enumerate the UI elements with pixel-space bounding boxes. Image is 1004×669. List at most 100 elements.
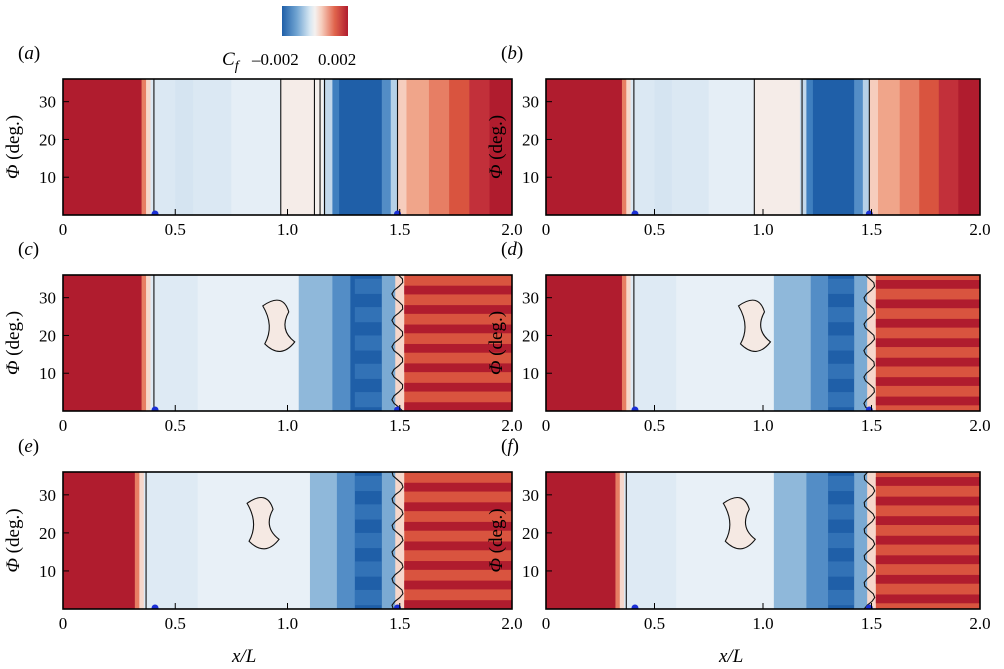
- marker-separation: [631, 604, 639, 609]
- x-tick-label: 1.5: [861, 614, 882, 633]
- cf-band: [773, 472, 807, 609]
- cf-band: [806, 472, 829, 609]
- cf-band: [546, 275, 623, 411]
- y-tick-label: 10: [39, 562, 56, 581]
- cf-band: [63, 472, 136, 609]
- cf-low-patch: [828, 561, 855, 577]
- panel-a: 0 0.5 1.0 1.5 2.0 10 20 30 Φ (deg.) (a): [3, 43, 523, 239]
- cf-streak: [404, 305, 512, 314]
- cf-low-patch: [354, 504, 382, 520]
- x-tick-label: 2.0: [969, 416, 990, 435]
- x-tick-label: 1.0: [752, 614, 773, 633]
- cf-band: [193, 79, 232, 215]
- y-axis-label: Φ (deg.): [486, 311, 507, 375]
- x-tick-label: 0.5: [165, 220, 186, 239]
- y-axis-label: Φ (deg.): [486, 115, 507, 179]
- cf-low-patch: [828, 392, 855, 408]
- cf-band: [938, 79, 959, 215]
- cf-streak: [404, 324, 512, 334]
- cf-band: [141, 275, 147, 411]
- cf-band: [397, 79, 408, 215]
- cf-band: [395, 472, 405, 609]
- cf-band: [624, 472, 677, 609]
- separation-bubble-contour: [262, 299, 296, 352]
- y-tick-label: 30: [522, 486, 539, 505]
- cf-streak: [875, 555, 980, 565]
- y-tick-label: 20: [522, 524, 539, 543]
- cf-band: [406, 79, 430, 215]
- cf-band: [449, 79, 470, 215]
- cf-band: [309, 472, 338, 609]
- cf-band: [899, 79, 920, 215]
- cf-band: [390, 79, 399, 215]
- cf-band: [619, 472, 625, 609]
- cf-band: [630, 275, 677, 411]
- cf-band: [63, 275, 143, 411]
- y-tick-label: 20: [522, 130, 539, 149]
- cf-band: [280, 79, 316, 215]
- cf-low-patch: [354, 278, 382, 294]
- x-tick-label: 1.0: [752, 220, 773, 239]
- cf-band: [615, 472, 621, 609]
- panel-c-field: [63, 275, 512, 411]
- marker-separation: [631, 406, 639, 411]
- x-tick-label: 0: [59, 416, 68, 435]
- x-tick-label: 1.0: [277, 220, 298, 239]
- separation-bubble-contour: [246, 497, 280, 550]
- zero-contour-reattach: [391, 275, 404, 411]
- cf-low-patch: [828, 363, 855, 379]
- cf-streak: [404, 502, 512, 512]
- x-tick-label: 2.0: [501, 220, 522, 239]
- x-tick-label: 2.0: [969, 220, 990, 239]
- cf-band: [469, 79, 491, 215]
- cf-band: [862, 79, 870, 215]
- cf-streak: [404, 600, 512, 609]
- cf-streak: [875, 318, 980, 328]
- colorbar-gradient: [282, 6, 348, 36]
- cf-low-patch: [828, 335, 855, 351]
- cf-band: [175, 79, 194, 215]
- cf-streak: [875, 377, 980, 386]
- cf-streak: [404, 343, 512, 353]
- cf-band: [146, 79, 152, 215]
- x-tick-label: 0: [542, 220, 551, 239]
- y-tick-label: 10: [522, 562, 539, 581]
- cf-band: [428, 79, 450, 215]
- x-tick-label: 1.5: [861, 220, 882, 239]
- cf-band: [381, 275, 396, 411]
- cf-streak: [404, 521, 512, 531]
- cf-band: [626, 79, 632, 215]
- panel-label-c: (c): [18, 239, 39, 260]
- cf-band: [134, 472, 140, 609]
- cf-streak: [875, 299, 980, 309]
- cf-band: [339, 79, 383, 215]
- cf-band: [231, 79, 282, 215]
- y-tick-label: 10: [522, 364, 539, 383]
- cf-streak: [404, 363, 512, 373]
- panel-b: 0 0.5 1.0 1.5 2.0 10 20 30 Φ (deg.) (b): [486, 43, 991, 239]
- cf-streak: [875, 357, 980, 367]
- y-tick-label: 20: [522, 326, 539, 345]
- y-tick-label: 30: [39, 486, 56, 505]
- cf-band: [919, 79, 940, 215]
- colorbar: Cf –0.002 0.002: [222, 6, 356, 74]
- colorbar-tick-max: 0.002: [318, 50, 356, 69]
- cf-band: [139, 472, 145, 609]
- cf-band: [381, 79, 392, 215]
- cf-band: [671, 79, 710, 215]
- cf-band: [63, 79, 143, 215]
- cf-band: [630, 79, 656, 215]
- y-tick-label: 20: [39, 130, 56, 149]
- cf-band: [314, 79, 325, 215]
- cf-low-patch: [354, 475, 382, 492]
- cf-streak: [404, 580, 512, 590]
- y-tick-label: 30: [522, 93, 539, 112]
- y-tick-label: 10: [522, 168, 539, 187]
- x-tick-label: 0.5: [644, 220, 665, 239]
- panel-a-field: [63, 79, 512, 215]
- x-tick-label: 2.0: [501, 416, 522, 435]
- x-tick-label: 1.5: [389, 220, 410, 239]
- cf-band: [395, 275, 405, 411]
- cf-band: [854, 472, 868, 609]
